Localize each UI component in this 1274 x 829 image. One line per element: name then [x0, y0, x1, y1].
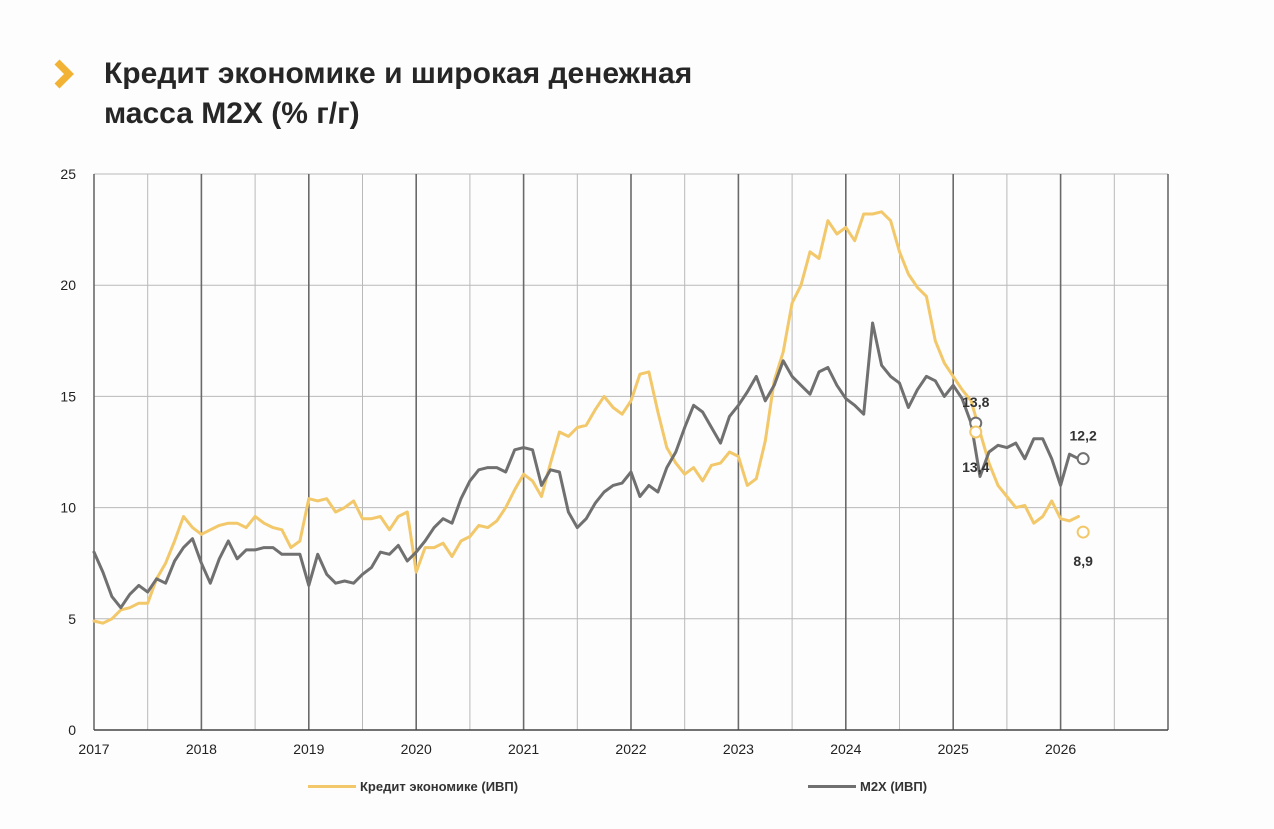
annotation-label: 13,8: [962, 394, 989, 410]
chevron-right-icon: [54, 59, 74, 89]
legend-swatch-credit: [308, 784, 356, 788]
x-tick-label: 2022: [615, 741, 646, 757]
annotation-marker: [1076, 525, 1090, 539]
y-tick-label: 25: [60, 166, 76, 182]
chart-grid: [93, 173, 1169, 731]
y-tick-label: 10: [60, 500, 76, 516]
legend-label-m2x: M2X (ИВП): [860, 778, 928, 794]
x-tick-label: 2025: [938, 741, 969, 757]
y-tick-label: 20: [60, 277, 76, 293]
x-tick-label: 2023: [723, 741, 754, 757]
annotation-label: 12,2: [1070, 428, 1097, 444]
title-line-1: Кредит экономике и широкая денежная: [104, 57, 693, 90]
x-tick-label: 2026: [1045, 741, 1076, 757]
y-tick-label: 5: [68, 611, 76, 627]
annotation-marker: [1076, 452, 1090, 466]
y-tick-label: 15: [60, 388, 76, 404]
annotation-label: 13,4: [962, 459, 989, 475]
y-tick-label: 0: [68, 722, 76, 738]
series-line-m2x: [92, 321, 1080, 610]
chart-annotations: 13,8 13,4 12,2 8,9: [962, 394, 1097, 569]
annotation-marker: [969, 425, 983, 439]
chart-series: [92, 210, 1080, 625]
legend-label-credit: Кредит экономике (ИВП): [360, 778, 519, 794]
x-tick-label: 2020: [401, 741, 432, 757]
title-line-2: масса M2X (% г/г): [104, 97, 360, 130]
x-tick-label: 2024: [830, 741, 861, 757]
x-tick-label: 2021: [508, 741, 539, 757]
x-tick-label: 2017: [78, 741, 109, 757]
page-title: Кредит экономике и широкая денежная масс…: [104, 54, 804, 134]
legend-item-credit: Кредит экономике (ИВП): [308, 776, 518, 796]
legend-item-m2x: M2X (ИВП): [808, 776, 927, 796]
x-tick-label: 2018: [186, 741, 217, 757]
x-tick-label: 2019: [293, 741, 324, 757]
series-line-credit: [92, 210, 1080, 625]
legend-swatch-m2x: [808, 784, 856, 788]
annotation-label: 8,9: [1073, 553, 1093, 569]
